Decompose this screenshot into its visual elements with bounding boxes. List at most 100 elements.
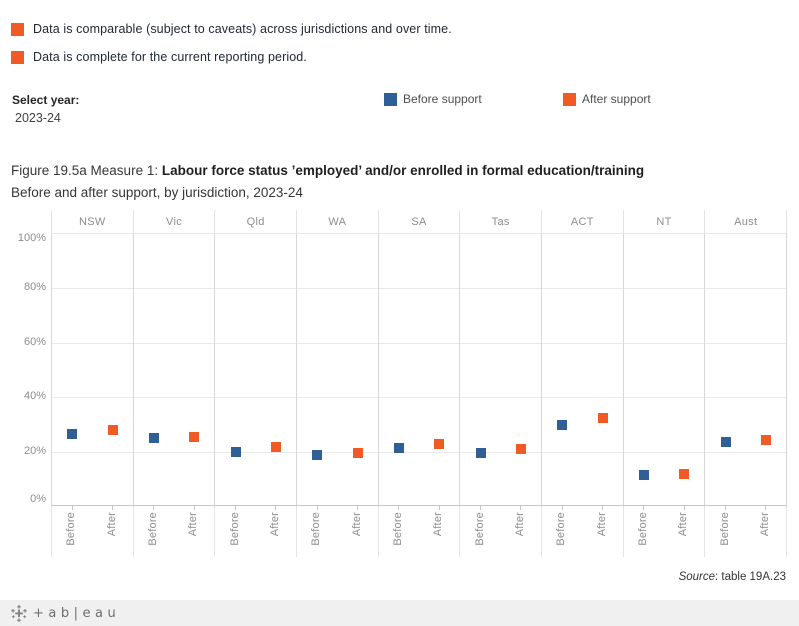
x-tick	[520, 506, 522, 510]
mark-after-act[interactable]	[597, 412, 608, 423]
x-tick	[316, 506, 318, 510]
x-label-after: After	[350, 512, 363, 537]
x-label-before: Before	[310, 512, 323, 546]
x-tick	[112, 506, 113, 510]
caveat-text: Data is complete for the current reporti…	[33, 50, 307, 64]
x-tick	[480, 506, 482, 510]
panel-vic	[134, 234, 216, 505]
mark-before-aust[interactable]	[720, 437, 731, 448]
mark-before-wa[interactable]	[312, 449, 323, 460]
legend-label: Before support	[403, 92, 482, 106]
x-label-before: Before	[718, 512, 731, 546]
mark-before-act[interactable]	[557, 419, 568, 430]
x-label-after: After	[595, 512, 608, 537]
jurisdiction-header-nt: NT	[624, 210, 706, 233]
jurisdiction-header-sa: SA	[379, 210, 461, 233]
y-tick-label: 0%	[30, 493, 46, 505]
x-tick	[398, 506, 400, 510]
x-tick	[153, 506, 155, 510]
x-tick	[193, 506, 195, 510]
gridline	[52, 342, 787, 344]
jurisdiction-header-nsw: NSW	[52, 210, 134, 233]
panel-act	[542, 234, 624, 505]
gridline	[52, 288, 787, 290]
x-cell-aust: Before After	[705, 506, 788, 557]
y-axis: 0% 20% 40% 60% 80% 100%	[0, 232, 46, 505]
jurisdiction-header-vic: Vic	[134, 210, 216, 233]
mark-after-qld[interactable]	[270, 441, 281, 452]
gridline	[52, 451, 787, 453]
x-tick	[275, 506, 277, 510]
panel-aust	[705, 234, 788, 505]
x-tick	[643, 506, 645, 510]
legend-label: After support	[582, 92, 651, 106]
x-tick	[561, 506, 563, 510]
jurisdiction-header-row: NSW Vic Qld WA SA Tas ACT NT Aust	[51, 210, 788, 233]
x-tick	[765, 506, 767, 510]
year-select[interactable]: 2023-24	[15, 111, 61, 125]
x-label-after: After	[758, 512, 771, 537]
mark-after-nt[interactable]	[679, 468, 690, 479]
x-axis-area: Before After Before After Before After Before A…	[51, 506, 788, 557]
x-cell-wa: Before After	[297, 506, 379, 557]
jurisdiction-header-tas: Tas	[460, 210, 543, 233]
x-label-before: Before	[65, 512, 78, 546]
before-support-swatch-icon	[384, 92, 397, 106]
x-label-after: After	[677, 512, 690, 537]
x-label-before: Before	[473, 512, 486, 546]
mark-after-wa[interactable]	[352, 448, 363, 459]
mark-before-sa[interactable]	[393, 442, 404, 453]
figure-title-prefix: Figure 19.5a Measure 1:	[11, 163, 162, 178]
x-label-after: After	[432, 512, 445, 537]
tableau-mark-icon	[11, 604, 27, 622]
source-word: Source	[678, 571, 716, 583]
jurisdiction-header-wa: WA	[297, 210, 379, 233]
x-label-after: After	[268, 512, 281, 537]
panel-sa	[379, 234, 461, 505]
mark-after-aust[interactable]	[760, 434, 771, 445]
tableau-wordmark: +ab|eau	[33, 605, 121, 621]
y-tick-label: 100%	[17, 232, 46, 244]
x-tick	[235, 506, 236, 510]
x-cell-qld: Before After	[215, 506, 298, 557]
x-label-before: Before	[555, 512, 568, 546]
mark-before-nsw[interactable]	[67, 429, 78, 440]
mark-after-vic[interactable]	[189, 432, 200, 442]
x-cell-act: Before After	[542, 506, 624, 557]
after-support-swatch-icon	[563, 92, 576, 106]
panel-nsw	[52, 234, 134, 505]
x-label-before: Before	[146, 512, 159, 546]
x-label-after: After	[105, 512, 118, 537]
x-cell-nt: Before After	[624, 506, 706, 557]
figure-title: Figure 19.5a Measure 1: Labour force sta…	[11, 160, 791, 204]
x-label-before: Before	[636, 512, 649, 546]
mark-after-sa[interactable]	[434, 438, 445, 449]
mark-before-qld[interactable]	[230, 446, 241, 457]
mark-after-tas[interactable]	[515, 444, 526, 455]
legend-item-before-support[interactable]: Before support	[384, 92, 482, 106]
mark-before-vic[interactable]	[148, 433, 159, 444]
mark-before-nt[interactable]	[638, 470, 649, 481]
x-cell-vic: Before After	[134, 506, 216, 557]
panel-tas	[460, 234, 543, 505]
x-label-after: After	[187, 512, 200, 537]
panel-wa	[297, 234, 379, 505]
jurisdiction-header-act: ACT	[542, 210, 624, 233]
legend-item-after-support[interactable]: After support	[563, 92, 651, 106]
panel-qld	[215, 234, 298, 505]
x-tick	[357, 506, 359, 510]
mark-before-tas[interactable]	[475, 448, 486, 459]
y-tick-label: 20%	[23, 444, 46, 457]
panel-nt	[624, 234, 706, 505]
y-tick-label: 40%	[23, 390, 46, 403]
x-tick	[683, 506, 685, 510]
y-tick-label: 60%	[23, 335, 46, 348]
tableau-logo[interactable]: +ab|eau	[10, 604, 121, 622]
x-tick	[438, 506, 440, 510]
x-tick	[71, 506, 73, 510]
mark-after-nsw[interactable]	[107, 425, 118, 436]
x-cell-tas: Before After	[460, 506, 543, 557]
figure-title-line2: Before and after support, by jurisdictio…	[11, 185, 303, 200]
x-label-before: Before	[228, 512, 241, 546]
